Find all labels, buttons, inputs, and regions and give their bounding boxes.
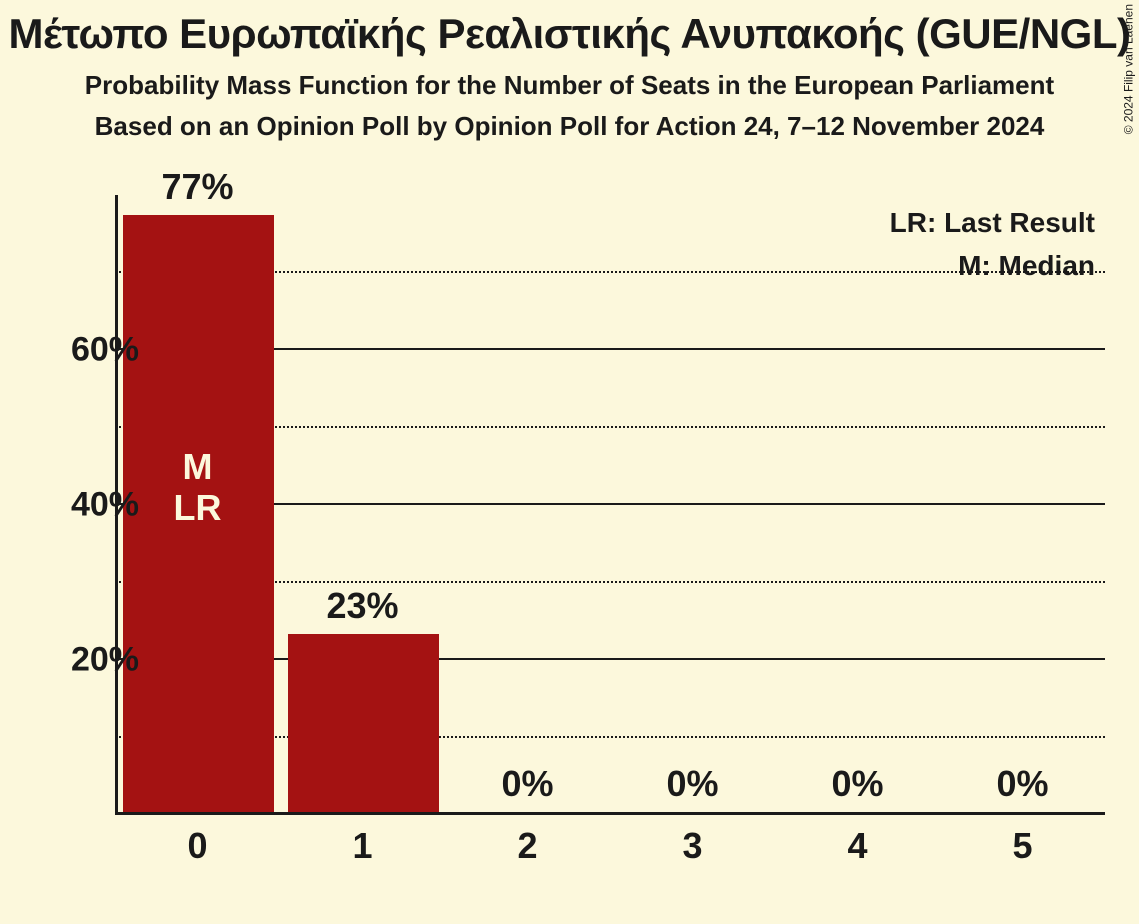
chart-subtitle-1: Probability Mass Function for the Number… (0, 70, 1139, 101)
chart-subtitle-2: Based on an Opinion Poll by Opinion Poll… (0, 111, 1139, 142)
x-tick-label: 3 (682, 825, 702, 867)
bar-value-label: 0% (501, 763, 553, 805)
chart-title: Μέτωπο Ευρωπαϊκής Ρεαλιστικής Ανυπακοής … (0, 0, 1139, 58)
bar-marker-labels: M LR (174, 446, 222, 529)
y-tick-label: 20% (71, 641, 139, 680)
chart-plot-area: 77%M LR23%0%0%0%0% LR: Last Result M: Me… (115, 195, 1105, 815)
copyright-text: © 2024 Filip van Laenen (1121, 4, 1135, 134)
x-tick-label: 0 (187, 825, 207, 867)
y-tick-label: 60% (71, 331, 139, 370)
bar-value-label: 23% (326, 585, 398, 627)
legend-lr: LR: Last Result (890, 201, 1095, 244)
x-tick-label: 1 (352, 825, 372, 867)
x-tick-label: 2 (517, 825, 537, 867)
y-tick-label: 40% (71, 486, 139, 525)
bar-value-label: 0% (666, 763, 718, 805)
chart-legend: LR: Last Result M: Median (890, 201, 1095, 288)
x-axis-line (115, 812, 1105, 815)
bar-value-label: 0% (996, 763, 1048, 805)
bar (288, 634, 439, 812)
x-tick-label: 4 (847, 825, 867, 867)
bar-value-label: 77% (161, 166, 233, 208)
x-tick-label: 5 (1012, 825, 1032, 867)
legend-m: M: Median (890, 244, 1095, 287)
bar-value-label: 0% (831, 763, 883, 805)
